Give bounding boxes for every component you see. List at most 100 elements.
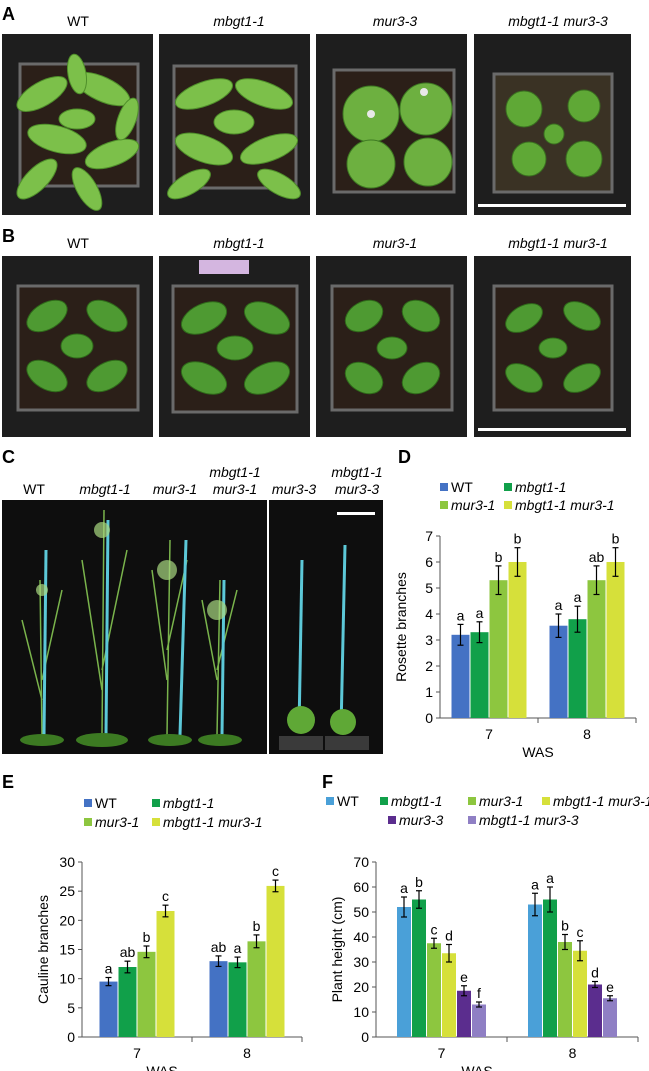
y-tick-label: 20 bbox=[353, 979, 369, 995]
bar bbox=[266, 885, 285, 1037]
bar bbox=[209, 961, 228, 1037]
panel-c-label-double-1: mbgt1-1 mur3-1 bbox=[209, 464, 261, 497]
significance-letter: c bbox=[577, 924, 584, 940]
x-tick-label: 8 bbox=[569, 1045, 577, 1061]
significance-letter: a bbox=[476, 605, 484, 621]
y-tick-label: 10 bbox=[59, 971, 75, 987]
panel-c-label-wt: WT bbox=[23, 481, 45, 497]
photo-b-wt bbox=[2, 256, 153, 437]
y-tick-label: 40 bbox=[353, 929, 369, 945]
bar bbox=[457, 990, 471, 1037]
significance-letter: b bbox=[561, 918, 569, 934]
significance-letter: a bbox=[546, 870, 554, 886]
significance-letter: b bbox=[612, 531, 620, 547]
legend-label: mur3-1 bbox=[479, 793, 523, 809]
legend-label: mbgt1-1 mur3-3 bbox=[479, 812, 579, 828]
legend-swatch bbox=[152, 799, 160, 807]
significance-letter: a bbox=[457, 607, 465, 623]
y-tick-label: 25 bbox=[59, 883, 75, 899]
panel-a-label-mur3-3: mur3-3 bbox=[372, 13, 418, 29]
panel-letter-d: D bbox=[398, 447, 411, 467]
panel-letter-c: C bbox=[2, 447, 15, 467]
bar bbox=[573, 950, 587, 1037]
significance-letter: d bbox=[591, 965, 599, 981]
panel-a-label-double: mbgt1-1 mur3-3 bbox=[508, 13, 608, 29]
panel-letter-e: E bbox=[2, 772, 15, 792]
significance-letter: f bbox=[477, 985, 481, 1001]
photo-a-mur3-3 bbox=[316, 34, 467, 215]
legend-swatch bbox=[468, 797, 476, 805]
bar bbox=[472, 1004, 486, 1037]
significance-letter: ab bbox=[589, 549, 605, 565]
y-tick-label: 5 bbox=[67, 1000, 75, 1016]
x-tick-label: 7 bbox=[438, 1045, 446, 1061]
significance-letter: b bbox=[415, 874, 423, 890]
panel-b-label-wt: WT bbox=[67, 235, 89, 251]
legend-swatch bbox=[440, 501, 448, 509]
significance-letter: a bbox=[234, 940, 242, 956]
bar bbox=[228, 962, 247, 1037]
significance-letter: b bbox=[253, 918, 261, 934]
bar bbox=[156, 911, 175, 1037]
legend-swatch bbox=[542, 797, 550, 805]
bar bbox=[549, 625, 568, 718]
x-axis-label: WAS bbox=[461, 1063, 492, 1071]
y-tick-label: 0 bbox=[361, 1029, 369, 1045]
legend-label: WT bbox=[337, 793, 359, 809]
panel-b-label-double: mbgt1-1 mur3-1 bbox=[508, 235, 608, 251]
bar bbox=[137, 951, 156, 1037]
panel-letter-f: F bbox=[322, 772, 333, 792]
y-tick-label: 60 bbox=[353, 879, 369, 895]
significance-letter: ab bbox=[211, 939, 227, 955]
y-tick-label: 3 bbox=[425, 632, 433, 648]
x-axis-label: WAS bbox=[522, 744, 553, 760]
legend-swatch bbox=[84, 818, 92, 826]
y-tick-label: 5 bbox=[425, 580, 433, 596]
panel-c-label-double-3: mbgt1-1 mur3-3 bbox=[331, 464, 383, 497]
photo-b-double bbox=[474, 256, 631, 437]
significance-letter: a bbox=[105, 961, 113, 977]
significance-letter: a bbox=[400, 880, 408, 896]
significance-letter: c bbox=[272, 863, 279, 879]
bar bbox=[606, 562, 625, 718]
bar bbox=[442, 953, 456, 1037]
significance-letter: d bbox=[445, 928, 453, 944]
legend-swatch bbox=[380, 797, 388, 805]
scale-bar-a bbox=[478, 204, 626, 207]
x-axis-label: WAS bbox=[146, 1063, 177, 1071]
legend-label: WT bbox=[451, 479, 473, 495]
bar bbox=[558, 942, 572, 1037]
photo-a-wt bbox=[2, 34, 153, 215]
significance-letter: a bbox=[531, 876, 539, 892]
legend-swatch bbox=[440, 483, 448, 491]
panel-letter-b: B bbox=[2, 226, 15, 246]
legend-swatch bbox=[468, 816, 476, 824]
photo-c-left bbox=[2, 500, 267, 754]
y-tick-label: 30 bbox=[353, 954, 369, 970]
x-tick-label: 8 bbox=[583, 726, 591, 742]
legend-swatch bbox=[152, 818, 160, 826]
significance-letter: c bbox=[431, 921, 438, 937]
bar bbox=[99, 981, 118, 1037]
panel-letter-a: A bbox=[2, 4, 15, 24]
panel-c-label-mur3-1: mur3-1 bbox=[152, 481, 198, 497]
photo-b-mur3-1 bbox=[316, 256, 467, 437]
panel-c-label-mbgt1-1: mbgt1-1 bbox=[79, 481, 131, 497]
legend-label: mbgt1-1 bbox=[515, 479, 566, 495]
y-tick-label: 7 bbox=[425, 528, 433, 544]
bar bbox=[118, 967, 137, 1037]
bar bbox=[397, 907, 411, 1037]
bar bbox=[568, 619, 587, 718]
legend-swatch bbox=[388, 816, 396, 824]
bar bbox=[508, 562, 527, 718]
bar bbox=[489, 580, 508, 718]
y-tick-label: 2 bbox=[425, 658, 433, 674]
photo-b-mbgt1-1 bbox=[159, 256, 310, 437]
panel-b-label-mbgt1-1: mbgt1-1 bbox=[213, 235, 265, 251]
bar bbox=[528, 904, 542, 1037]
bar bbox=[588, 984, 602, 1037]
photo-a-double bbox=[474, 34, 631, 215]
bar bbox=[427, 943, 441, 1037]
